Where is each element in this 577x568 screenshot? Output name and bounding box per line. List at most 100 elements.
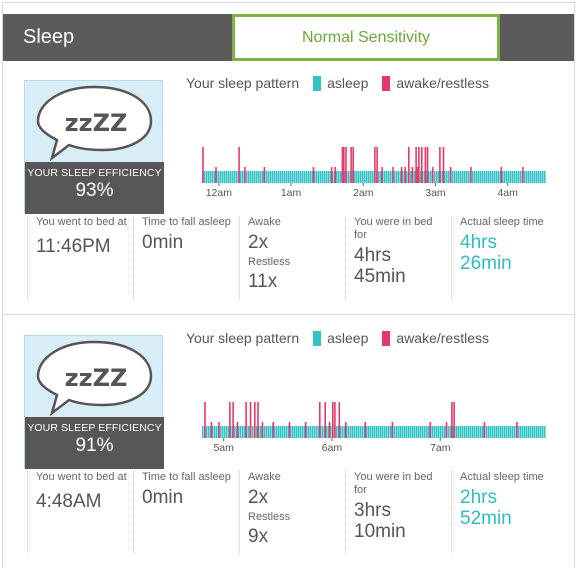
restless-bar xyxy=(470,167,472,183)
asleep-bar xyxy=(526,171,528,183)
asleep-bar xyxy=(294,426,296,438)
restless-bar xyxy=(364,422,367,438)
asleep-bar xyxy=(422,426,424,438)
awake-bar xyxy=(257,402,259,438)
asleep-bar xyxy=(312,426,314,438)
tick-label: 7am xyxy=(430,442,451,452)
asleep-bar xyxy=(296,171,298,183)
asleep-bar xyxy=(310,171,312,183)
asleep-bar xyxy=(398,426,400,438)
asleep-bar xyxy=(246,171,248,183)
asleep-bar xyxy=(362,171,364,183)
asleep-bar xyxy=(528,171,530,183)
asleep-bar xyxy=(320,171,322,183)
asleep-bar xyxy=(274,426,276,438)
asleep-bar xyxy=(496,171,498,183)
asleep-bar xyxy=(382,426,384,438)
awake-swatch xyxy=(382,75,391,91)
asleep-bar xyxy=(540,171,542,183)
asleep-bar xyxy=(248,171,250,183)
page-title: Sleep xyxy=(23,26,75,48)
asleep-bar xyxy=(220,426,222,438)
asleep-bar xyxy=(452,171,454,183)
restless-value: 11x xyxy=(248,271,278,292)
bedtime-value: 4:48AM xyxy=(36,491,102,512)
asleep-bar xyxy=(414,171,416,183)
asleep-bar xyxy=(252,171,254,183)
asleep-bar xyxy=(480,171,482,183)
tick-label: 1am xyxy=(281,187,302,197)
legend-awake: awake/restless xyxy=(396,330,489,347)
asleep-bar xyxy=(332,171,334,183)
restless-bar xyxy=(445,422,448,438)
asleep-bar xyxy=(478,426,480,438)
asleep-bar xyxy=(494,426,496,438)
asleep-bar xyxy=(360,171,362,183)
asleep-bar xyxy=(298,171,300,183)
asleep-bar xyxy=(284,171,286,183)
restless-bar xyxy=(429,422,432,438)
asleep-bar xyxy=(316,171,318,183)
asleep-bar xyxy=(240,426,242,438)
asleep-bar xyxy=(222,426,224,438)
awake-bar xyxy=(245,402,247,438)
asleep-bar xyxy=(384,426,386,438)
asleep-bar xyxy=(450,426,452,438)
legend-awake: awake/restless xyxy=(396,75,489,92)
asleep-bar xyxy=(444,171,446,183)
asleep-bar xyxy=(210,171,212,183)
asleep-bar xyxy=(538,171,540,183)
restless-bar xyxy=(272,422,274,438)
asleep-bar xyxy=(384,171,386,183)
asleep-bar xyxy=(280,426,282,438)
asleep-bar xyxy=(328,171,330,183)
asleep-bar xyxy=(422,171,424,183)
asleep-bar xyxy=(300,426,302,438)
asleep-bar xyxy=(346,426,348,438)
tick-label: 12am xyxy=(206,187,233,197)
efficiency-label: YOUR SLEEP EFFICIENCY xyxy=(27,422,162,434)
asleep-bar xyxy=(266,171,268,183)
asleep-bar xyxy=(396,426,398,438)
asleep-bar xyxy=(514,426,516,438)
awake-bar xyxy=(319,402,321,438)
asleep-bar xyxy=(484,171,486,183)
sleep-pattern-chart: 12am 1am 2am 3am 4am xyxy=(202,147,546,197)
asleep-bar xyxy=(206,426,208,438)
awake-value: 2x xyxy=(248,487,269,508)
restless-bar xyxy=(236,422,239,438)
asleep-bar xyxy=(428,426,430,438)
asleep-bar xyxy=(330,171,332,183)
asleep-bar xyxy=(278,426,280,438)
asleep-bar xyxy=(492,171,494,183)
asleep-bar xyxy=(482,171,484,183)
asleep-bar xyxy=(270,171,272,183)
stat-awake-restless: Awake 2x Restless 9x xyxy=(239,471,345,554)
efficiency-label: YOUR SLEEP EFFICIENCY xyxy=(27,167,162,179)
restless-bar xyxy=(244,167,246,183)
asleep-bar xyxy=(474,426,476,438)
restless-bar xyxy=(522,167,524,183)
asleep-bar xyxy=(400,426,402,438)
zzz-text: zzZZ xyxy=(65,364,128,392)
efficiency-value: 91% xyxy=(75,435,114,456)
tick-label: 4am xyxy=(497,187,518,197)
sensitivity-button[interactable]: Normal Sensitivity xyxy=(232,14,500,61)
awake-bar xyxy=(202,147,204,183)
asleep-bar xyxy=(230,171,232,183)
asleep-bar xyxy=(470,426,472,438)
asleep-bar xyxy=(216,426,218,438)
asleep-bar xyxy=(282,171,284,183)
asleep-bar xyxy=(216,171,218,183)
asleep-bar xyxy=(372,171,374,183)
asleep-bar xyxy=(404,426,406,438)
asleep-bar xyxy=(430,171,432,183)
actual-sleep-label: Actual sleep time xyxy=(460,471,544,483)
asleep-bar xyxy=(230,426,232,438)
asleep-bar xyxy=(498,426,500,438)
awake-bar xyxy=(350,147,352,183)
restless-bar xyxy=(516,422,518,438)
asleep-bar xyxy=(518,426,520,438)
awake-bar xyxy=(426,147,429,183)
asleep-bar xyxy=(440,426,442,438)
